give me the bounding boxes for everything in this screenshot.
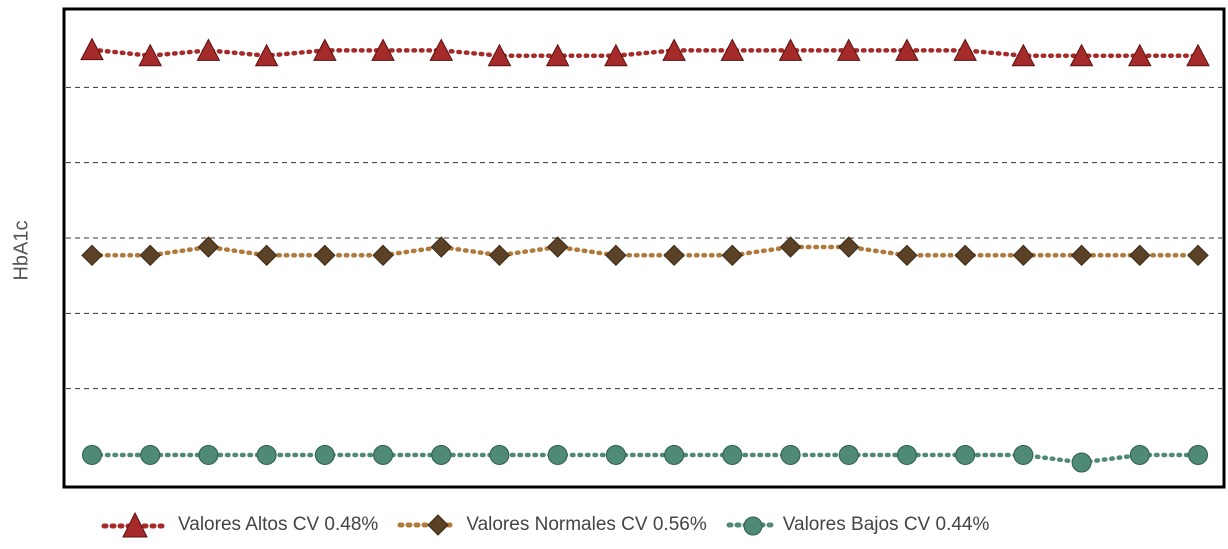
diamond-marker — [1070, 244, 1093, 267]
triangle-marker — [1011, 43, 1036, 67]
diamond-marker — [954, 244, 976, 267]
triangle-marker — [895, 38, 919, 61]
triangle-marker — [429, 38, 454, 61]
legend-item-bajos: Valores Bajos CV 0.44% — [725, 510, 990, 540]
diamond-marker — [1187, 244, 1209, 267]
diamond-marker — [81, 244, 103, 267]
circle-marker — [1188, 444, 1208, 465]
triangle-marker — [604, 43, 628, 67]
circle-marker — [664, 444, 685, 465]
triangle-marker — [1127, 43, 1152, 67]
diamond-marker — [663, 244, 685, 267]
diamond-marker — [488, 244, 511, 267]
y-axis-label: HbA1c — [2, 210, 42, 290]
legend-item-altos: Valores Altos CV 0.48% — [100, 510, 378, 540]
triangle-marker — [662, 38, 686, 61]
triangle-marker — [138, 43, 163, 67]
triangle-marker — [487, 43, 512, 67]
circle-marker — [1129, 444, 1150, 465]
diamond-marker — [546, 236, 569, 258]
triangle-marker — [545, 43, 570, 67]
diamond-marker — [605, 244, 627, 267]
circle-marker — [256, 444, 277, 465]
series-markers — [80, 37, 1210, 473]
gridlines — [66, 86, 1222, 390]
triangle-marker — [371, 38, 395, 61]
circle-marker — [82, 444, 102, 465]
circle-marker — [314, 444, 335, 465]
triangle-marker — [1186, 43, 1210, 67]
circle-marker — [373, 444, 394, 465]
plot-area — [62, 7, 1226, 489]
diamond-marker — [896, 244, 918, 267]
legend-label-altos: Valores Altos CV 0.48% — [178, 514, 379, 535]
diamond-marker — [779, 236, 802, 258]
circle-marker — [722, 444, 743, 465]
series-line-1 — [89, 47, 1201, 58]
circle-marker — [780, 444, 801, 465]
diamond-marker — [372, 244, 394, 267]
triangle-marker — [720, 38, 745, 61]
triangle-marker — [196, 38, 221, 61]
circle-marker — [198, 444, 219, 465]
legend-label-bajos: Valores Bajos CV 0.44% — [782, 514, 990, 535]
legend-diamond-icon — [397, 514, 457, 536]
circle-marker — [547, 444, 568, 465]
triangle-marker — [80, 37, 104, 61]
diamond-marker — [197, 236, 220, 258]
circle-marker — [431, 444, 452, 465]
diamond-marker — [255, 244, 278, 267]
circle-marker — [1071, 452, 1092, 473]
legend-item-normales: Valores Normales CV 0.56% — [396, 510, 707, 540]
diamond-marker — [1129, 244, 1151, 267]
diamond-marker — [1012, 244, 1035, 267]
y-axis-label-text: HbA1c — [10, 219, 33, 281]
diamond-marker — [139, 244, 161, 267]
circle-marker — [955, 444, 976, 465]
circle-marker — [1013, 444, 1034, 465]
triangle-marker — [313, 38, 337, 61]
triangle-marker — [778, 38, 803, 61]
circle-marker — [605, 444, 626, 465]
circle-marker — [140, 444, 161, 465]
triangle-marker — [836, 38, 861, 61]
circle-marker — [838, 444, 859, 465]
circle-marker — [896, 444, 917, 465]
diamond-marker — [430, 236, 452, 258]
diamond-marker — [314, 244, 336, 267]
diamond-marker — [838, 236, 860, 258]
triangle-marker — [254, 43, 279, 67]
legend-circle-icon — [726, 516, 774, 536]
legend: Valores Altos CV 0.48% Valores Normales … — [100, 508, 1007, 542]
legend-label-normales: Valores Normales CV 0.56% — [466, 514, 707, 535]
diamond-marker — [721, 244, 744, 267]
legend-triangle-icon — [101, 511, 169, 538]
triangle-marker — [1069, 43, 1094, 67]
triangle-marker — [953, 38, 977, 61]
circle-marker — [489, 444, 510, 465]
